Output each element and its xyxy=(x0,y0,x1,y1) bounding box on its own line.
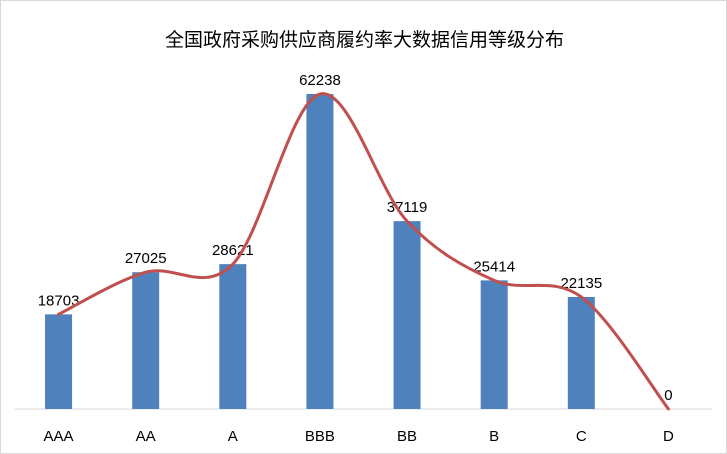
bar-aa xyxy=(132,272,160,409)
bar-aaa xyxy=(45,314,73,409)
bar-b xyxy=(480,280,508,409)
bar-a xyxy=(219,264,247,409)
x-tick-label-aaa: AAA xyxy=(44,428,74,445)
x-tick-label-bb: BB xyxy=(397,428,417,445)
x-tick-label-bbb: BBB xyxy=(305,428,335,445)
trend-line xyxy=(57,92,670,411)
data-label-aa: 27025 xyxy=(125,250,167,267)
x-tick-label-aa: AA xyxy=(136,428,156,445)
data-label-b: 25414 xyxy=(473,258,515,275)
bar-bb xyxy=(393,221,421,409)
x-tick-label-c: C xyxy=(576,428,587,445)
chart-title: 全国政府采购供应商履约率大数据信用等级分布 xyxy=(164,29,564,51)
data-label-bb: 37119 xyxy=(387,199,428,216)
x-tick-label-b: B xyxy=(489,428,499,445)
x-tick-label-a: A xyxy=(228,428,238,445)
data-label-d: 0 xyxy=(664,387,672,404)
data-label-c: 22135 xyxy=(560,275,602,292)
bar-bbb xyxy=(306,94,334,409)
x-tick-label-d: D xyxy=(663,428,674,445)
data-label-aaa: 18703 xyxy=(38,292,80,309)
bar-c xyxy=(567,296,595,409)
data-label-bbb: 62238 xyxy=(299,72,341,89)
